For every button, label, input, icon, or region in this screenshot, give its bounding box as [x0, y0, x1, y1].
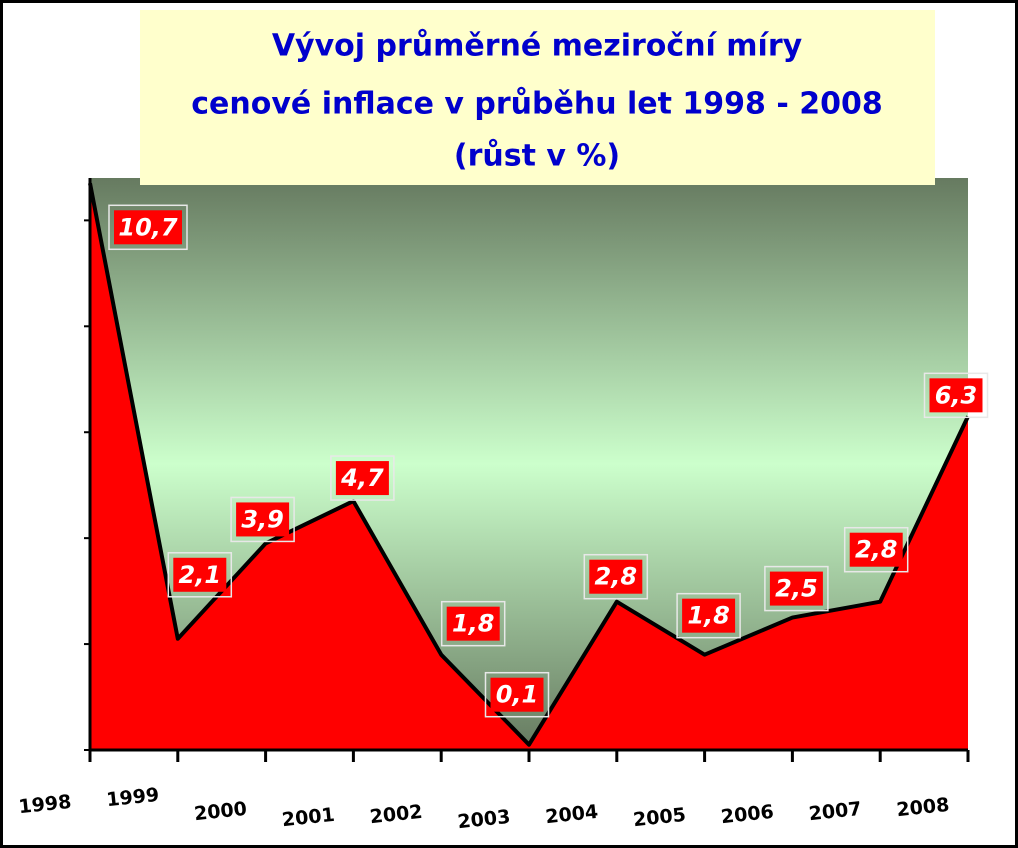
line [88, 182, 970, 747]
x-tick-label: 2003 [456, 806, 511, 833]
x-tick-label: 2007 [808, 798, 863, 825]
value-label: 6,3 [935, 381, 978, 409]
label-bg [446, 606, 500, 641]
value-label: 4,7 [340, 464, 384, 492]
label-outline [583, 553, 649, 600]
chart-title: cenové inflace v průběhu let 1998 - 2008 [191, 86, 883, 122]
value-label: 1,8 [452, 610, 495, 638]
label-bg [173, 557, 227, 592]
value-label: 10,7 [118, 213, 178, 241]
x-tick-label: 2001 [281, 804, 336, 831]
value-label: 0,1 [496, 681, 539, 709]
label-bg [114, 210, 182, 245]
x-tick-label: 2002 [369, 801, 424, 828]
label-outline [167, 552, 233, 598]
value-label: 2,8 [855, 536, 898, 564]
x-tick-label: 2006 [720, 801, 775, 828]
label-outline [440, 600, 506, 647]
label-outline [230, 496, 295, 543]
area [90, 183, 968, 751]
label-bg [335, 461, 389, 496]
label-outline [764, 565, 829, 612]
label-bg [589, 559, 643, 594]
label-bg [490, 677, 544, 712]
title-box [140, 10, 935, 185]
label-outline [843, 526, 909, 573]
x-tick-label: 2004 [544, 801, 599, 828]
value-label: 1,8 [687, 602, 730, 630]
chart-title: (růst v %) [454, 138, 620, 174]
value-label: 2,1 [179, 561, 222, 589]
label-bg [849, 532, 903, 567]
label-bg [769, 571, 823, 606]
x-tick-label: 2005 [632, 804, 687, 831]
label-bg [682, 598, 736, 633]
label-outline [108, 204, 188, 251]
value-label: 2,8 [595, 563, 638, 591]
value-label: 2,5 [775, 575, 818, 603]
label-outline [923, 372, 989, 419]
x-tick-label: 1998 [17, 791, 72, 818]
label-outline [330, 455, 395, 501]
label-outline [676, 592, 741, 639]
label-outline [484, 671, 550, 718]
chart-title: Vývoj průměrné meziroční míry [272, 28, 803, 64]
label-bg [929, 378, 983, 413]
x-tick-label: 2000 [193, 798, 248, 825]
value-label: 3,9 [241, 505, 284, 533]
x-tick-label: 2008 [895, 794, 950, 821]
x-tick-label: 1999 [105, 784, 160, 811]
label-bg [236, 502, 290, 537]
